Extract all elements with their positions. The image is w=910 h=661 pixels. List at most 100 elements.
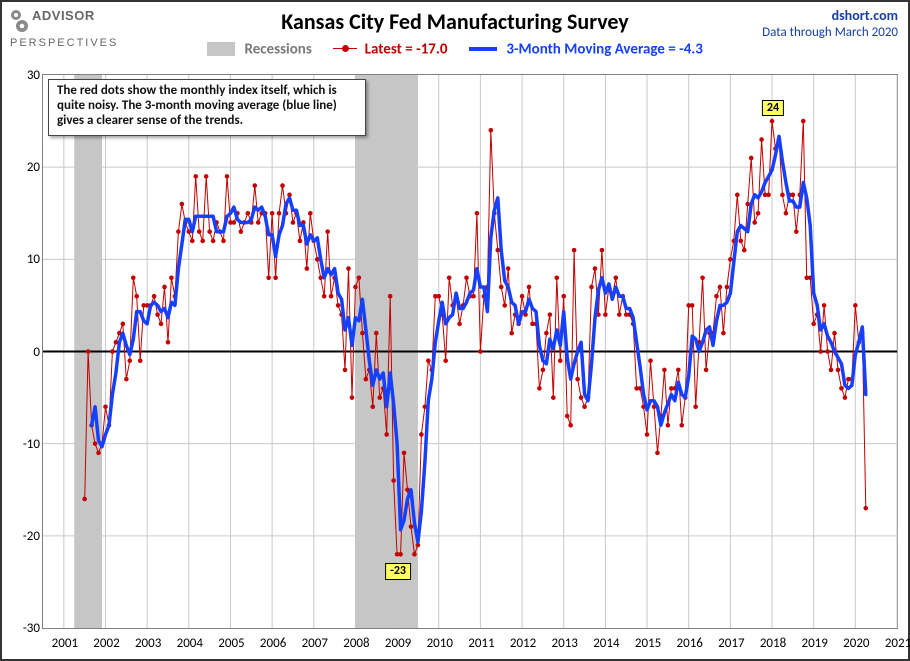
monthly-point (502, 303, 507, 308)
monthly-point (836, 368, 841, 373)
monthly-point (714, 294, 719, 299)
monthly-point (489, 128, 494, 133)
monthly-point (329, 294, 334, 299)
latest-swatch (333, 42, 357, 56)
monthly-point (693, 405, 698, 410)
monthly-point (377, 395, 382, 400)
monthly-point (662, 368, 667, 373)
monthly-point (475, 211, 480, 216)
legend-recessions: Recessions (244, 40, 311, 58)
x-tick-label: 2021 (885, 636, 910, 651)
monthly-point (791, 193, 796, 198)
monthly-point (127, 358, 132, 363)
y-tick-label: -10 (6, 437, 40, 452)
monthly-point (679, 423, 684, 428)
monthly-point (721, 331, 726, 336)
chart-frame: ADVISOR PERSPECTIVES Kansas City Fed Man… (0, 0, 910, 661)
monthly-point (794, 229, 799, 234)
x-tick-label: 2009 (385, 636, 411, 651)
x-tick-label: 2020 (843, 636, 869, 651)
monthly-point (655, 451, 660, 456)
monthly-point (600, 248, 605, 253)
monthly-point (766, 193, 771, 198)
monthly-point (155, 312, 160, 317)
monthly-point (589, 285, 594, 290)
monthly-point (690, 303, 695, 308)
monthly-point (822, 303, 827, 308)
monthly-point (544, 331, 549, 336)
monthly-point (759, 137, 764, 142)
monthly-point (704, 368, 709, 373)
monthly-point (357, 275, 362, 280)
x-tick-label: 2015 (635, 636, 661, 651)
monthly-point (832, 331, 837, 336)
plot-area: The red dots show the monthly index itse… (42, 74, 898, 629)
monthly-point (728, 257, 733, 262)
monthly-point (270, 211, 275, 216)
monthly-point (360, 331, 365, 336)
monthly-point (180, 202, 185, 207)
source-site: dshort.com (762, 8, 898, 25)
data-through: Data through March 2020 (762, 25, 898, 41)
monthly-point (811, 322, 816, 327)
x-tick-label: 2008 (343, 636, 369, 651)
monthly-point (780, 193, 785, 198)
y-tick-label: -30 (6, 621, 40, 636)
x-tick-label: 2002 (93, 636, 119, 651)
monthly-point (666, 423, 671, 428)
monthly-line (85, 121, 866, 554)
monthly-point (575, 377, 580, 382)
monthly-point (103, 405, 108, 410)
legend-latest: Latest = -17.0 (365, 40, 451, 58)
monthly-point (471, 294, 476, 299)
monthly-point (169, 275, 174, 280)
monthly-point (138, 358, 143, 363)
monthly-point (770, 119, 775, 124)
monthly-point (551, 395, 556, 400)
monthly-point (305, 266, 310, 271)
monthly-point (193, 174, 198, 179)
x-tick-label: 2006 (260, 636, 286, 651)
monthly-point (336, 303, 341, 308)
monthly-point (520, 294, 525, 299)
monthly-point (211, 239, 216, 244)
monthly-point (291, 220, 296, 225)
plot-svg (43, 75, 897, 628)
monthly-point (509, 331, 514, 336)
monthly-point (256, 220, 261, 225)
monthly-point (568, 423, 573, 428)
monthly-point (579, 395, 584, 400)
x-tick-label: 2010 (427, 636, 453, 651)
monthly-point (322, 294, 327, 299)
monthly-point (784, 211, 789, 216)
monthly-point (853, 303, 858, 308)
monthly-point (350, 395, 355, 400)
monthly-point (457, 322, 462, 327)
monthly-point (204, 174, 209, 179)
monthly-point (801, 119, 806, 124)
monthly-point (325, 229, 330, 234)
x-tick-label: 2001 (52, 636, 78, 651)
monthly-point (388, 294, 393, 299)
monthly-point (499, 285, 504, 290)
monthly-point (162, 285, 167, 290)
monthly-point (749, 156, 754, 161)
monthly-point (232, 220, 237, 225)
monthly-point (614, 275, 619, 280)
x-tick-label: 2013 (552, 636, 578, 651)
monthly-point (561, 294, 566, 299)
monthly-point (825, 349, 830, 354)
monthly-point (402, 451, 407, 456)
monthly-point (246, 211, 251, 216)
monthly-point (370, 405, 375, 410)
x-tick-label: 2014 (593, 636, 619, 651)
monthly-point (700, 275, 705, 280)
monthly-point (159, 322, 164, 327)
monthly-point (582, 405, 587, 410)
monthly-point (718, 285, 723, 290)
monthly-point (266, 275, 271, 280)
ma-swatch (469, 42, 497, 56)
y-tick-label: 30 (6, 68, 40, 83)
callout-max: 24 (762, 100, 784, 116)
monthly-point (443, 358, 448, 363)
